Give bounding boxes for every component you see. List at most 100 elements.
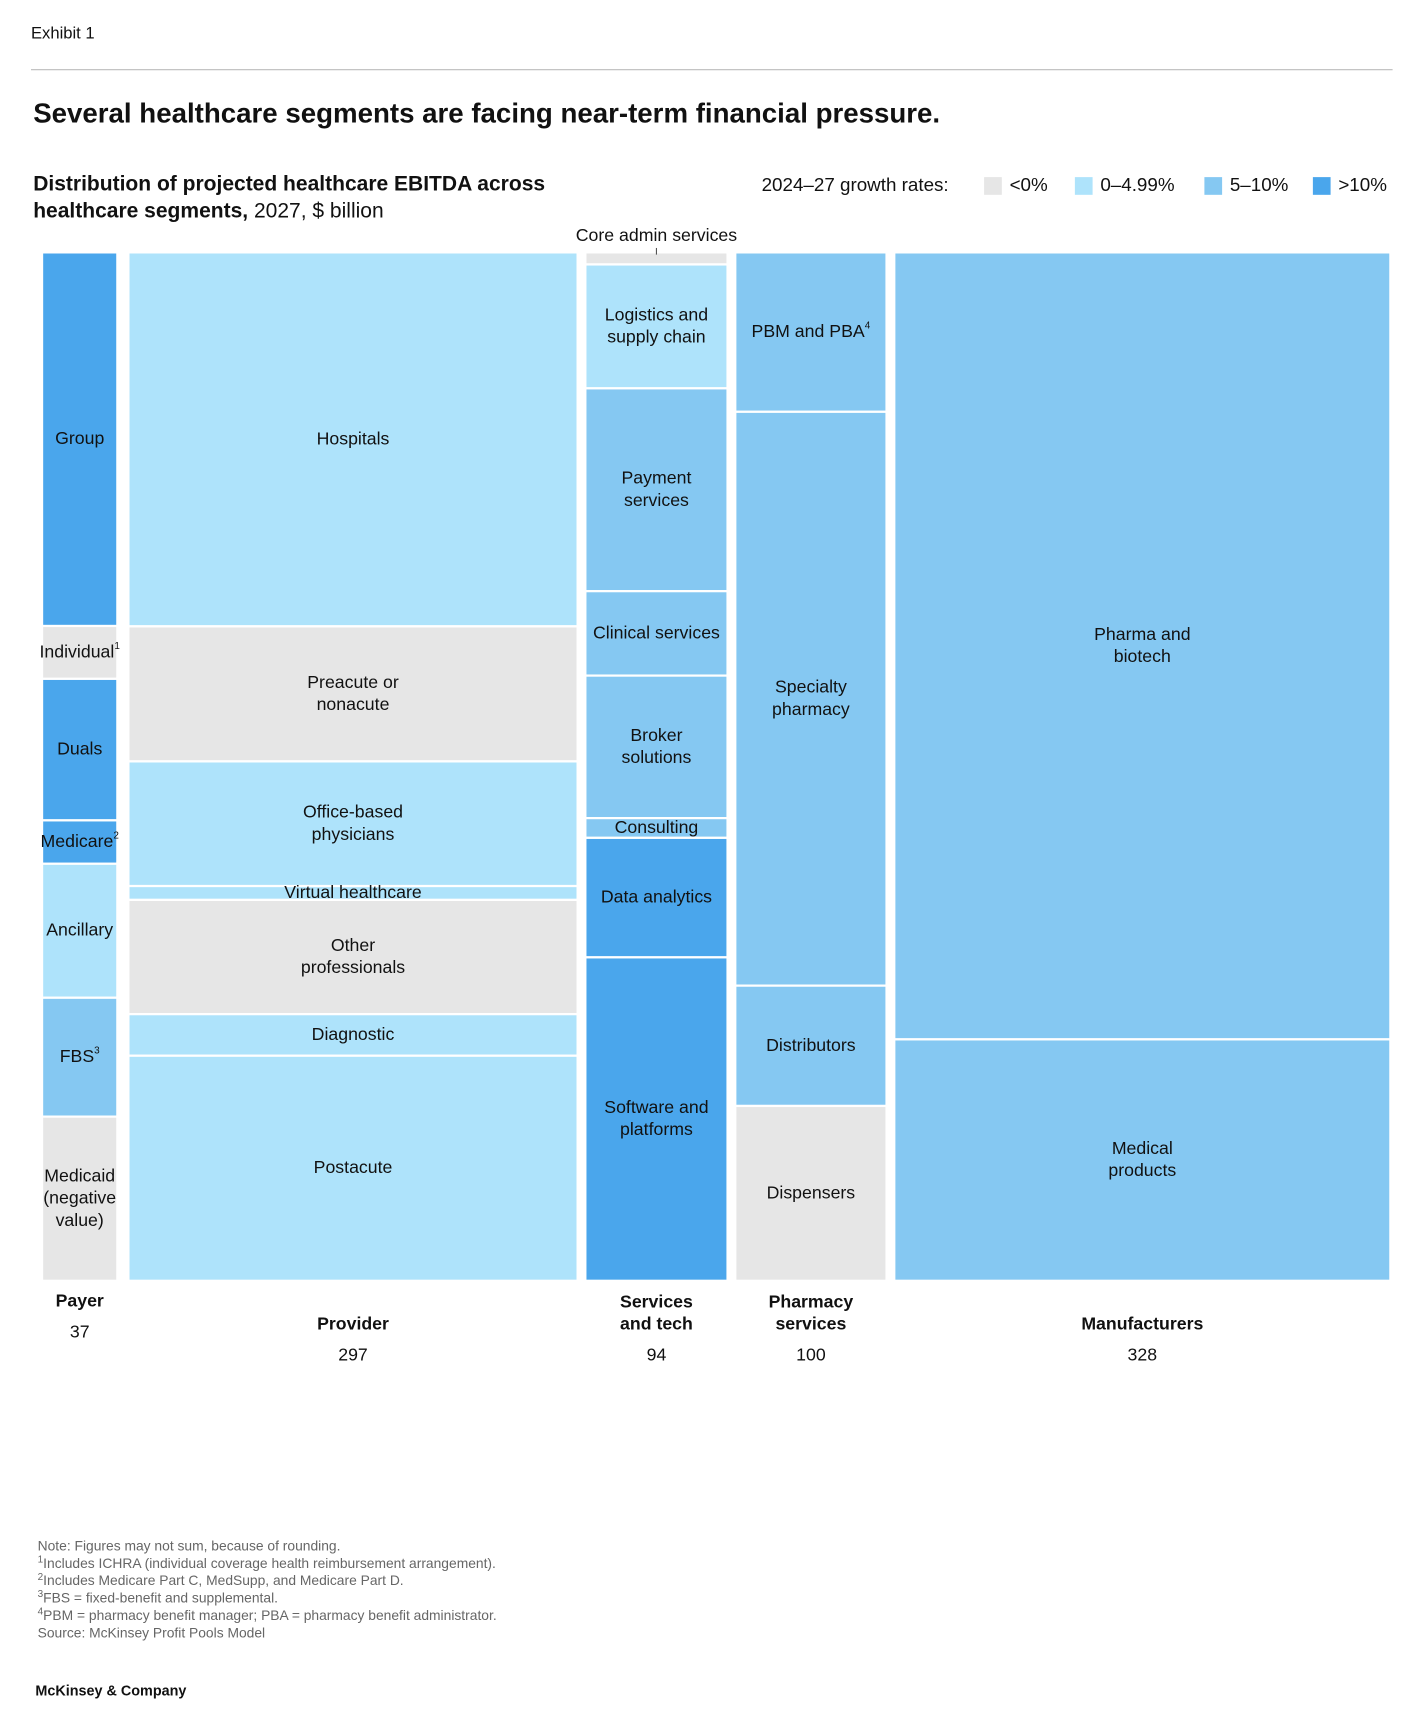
footnote-text: FBS = fixed-benefit and supplemental. (43, 1589, 278, 1605)
segment-label-line: Dispensers (767, 1182, 856, 1202)
subtitle: Distribution of projected healthcare EBI… (33, 172, 545, 195)
segment-label: Clinical services (593, 622, 720, 642)
segment (127, 898, 579, 1016)
segment-label-line: value) (56, 1210, 104, 1230)
segment-label-line: platforms (620, 1119, 693, 1139)
segment-label-line: PBM and PBA (752, 321, 865, 341)
footnote-ref: 3 (94, 1045, 100, 1056)
segment-label-line: Logistics and (605, 304, 708, 324)
footnote-text: Note: Figures may not sum, because of ro… (38, 1537, 341, 1553)
segment-label-line: Core admin services (576, 224, 737, 244)
segment-label-line: nonacute (317, 694, 390, 714)
footnote: 3FBS = fixed-benefit and supplemental. (38, 1589, 278, 1605)
segment (127, 760, 579, 888)
segment (893, 1038, 1392, 1282)
segment-label-line: Individual (40, 641, 115, 661)
segment (40, 624, 119, 680)
column-name: Manufacturers (1081, 1314, 1203, 1334)
segment-label-line: physicians (312, 823, 395, 843)
column-total: 328 (1128, 1345, 1158, 1365)
segment-label-line: Preacute or (307, 671, 399, 691)
segment (734, 251, 888, 413)
segment-label-line: Medicare (41, 831, 114, 851)
segment-label: Medicare2 (41, 830, 120, 851)
segment-label: Broker solutions (622, 724, 692, 766)
segment-label: Medicaid (negative value) (43, 1165, 116, 1229)
segment (893, 251, 1392, 1041)
segment (127, 1054, 579, 1282)
footnote-text: PBM = pharmacy benefit manager; PBA = ph… (43, 1607, 496, 1623)
footnote-ref: 1 (114, 640, 120, 651)
footnote-text: Includes Medicare Part C, MedSupp, and M… (43, 1572, 403, 1588)
segment-label-line: pharmacy (772, 698, 850, 718)
chart-body: Exhibit 1 Several healthcare segments ar… (30, 24, 1393, 1699)
column-name: Services (620, 1292, 693, 1312)
segment-label-line: Clinical services (593, 622, 720, 642)
segment-label: Pharma and biotech (1094, 623, 1190, 665)
segment-label: Core admin services (576, 224, 737, 244)
footnote: 4PBM = pharmacy benefit manager; PBA = p… (38, 1606, 497, 1622)
segment-label: Diagnostic (312, 1024, 395, 1044)
segment-label-line: FBS (60, 1046, 94, 1066)
segment-label-line: products (1108, 1160, 1176, 1180)
segment-label: FBS3 (60, 1045, 100, 1066)
segment-label-line: Consulting (615, 817, 699, 837)
segment-label-line: services (624, 489, 689, 509)
segment-label: Dispensers (767, 1182, 856, 1202)
segment-label-line: Duals (57, 738, 102, 758)
segment-label: Payment services (622, 467, 692, 509)
segment (127, 1013, 579, 1057)
subtitle-line: healthcare segments, 2027, $ billion (33, 199, 383, 222)
segment-label: Postacute (314, 1157, 393, 1177)
segment (584, 836, 729, 959)
segment-label-line: Medical (1112, 1138, 1173, 1158)
footnote: 1Includes ICHRA (individual coverage hea… (38, 1554, 496, 1570)
footnote-text: Includes ICHRA (individual coverage heal… (43, 1554, 496, 1570)
segment-label: Other professionals (301, 935, 405, 977)
segment (584, 956, 729, 1282)
segment (127, 251, 579, 628)
segment-label-line: Specialty (775, 676, 847, 696)
legend-swatch (1204, 177, 1223, 195)
segment-label-line: Data analytics (601, 886, 712, 906)
segment-label: PBM and PBA4 (752, 320, 871, 341)
segment-label-line: biotech (1114, 646, 1171, 666)
footnote-ref: 4 (865, 320, 871, 331)
column-total: 94 (647, 1345, 667, 1365)
exhibit: Exhibit 1 (31, 24, 95, 43)
segment-label: Duals (57, 738, 102, 758)
footnote-mark: 1 (38, 1554, 44, 1565)
segment-label-line: Payment (622, 467, 692, 487)
column-total: 100 (796, 1345, 826, 1365)
segment (734, 1104, 888, 1282)
segment-label-line: Virtual healthcare (284, 882, 422, 902)
segment (40, 1115, 119, 1282)
segment-label-line: Broker (630, 724, 682, 744)
segment-label: Virtual healthcare (284, 882, 422, 902)
legend-label: 0–4.99% (1100, 174, 1174, 195)
segment-label-line: Software and (604, 1097, 708, 1117)
footnote: 2Includes Medicare Part C, MedSupp, and … (38, 1571, 404, 1587)
segment-label: Data analytics (601, 886, 712, 906)
column-name: and tech (620, 1314, 693, 1334)
column-name: services (775, 1314, 846, 1334)
segment (734, 410, 888, 987)
segment-label: Specialty pharmacy (772, 676, 850, 718)
segment-label: Software and platforms (604, 1097, 708, 1139)
segment-label-line: Pharma and (1094, 623, 1190, 643)
legend-title: 2024–27 growth rates: (762, 174, 949, 195)
footnote-mark: 3 (38, 1589, 44, 1600)
segment-label: Preacute or nonacute (307, 671, 399, 713)
segment-label: Hospitals (317, 428, 390, 448)
segment-label-line: Postacute (314, 1157, 393, 1177)
footnote-text: Source: McKinsey Profit Pools Model (38, 1624, 266, 1640)
legend-swatch (1074, 177, 1093, 195)
segment-label: Medical products (1108, 1138, 1176, 1180)
segment-label-line: Diagnostic (312, 1024, 395, 1044)
column-name: Provider (317, 1314, 389, 1334)
column-total: 297 (338, 1345, 368, 1365)
legend-swatch (1312, 177, 1331, 195)
segment-label-line: Group (55, 428, 104, 448)
segment-label: Individual1 (40, 640, 121, 661)
segment-label: Consulting (615, 817, 699, 837)
